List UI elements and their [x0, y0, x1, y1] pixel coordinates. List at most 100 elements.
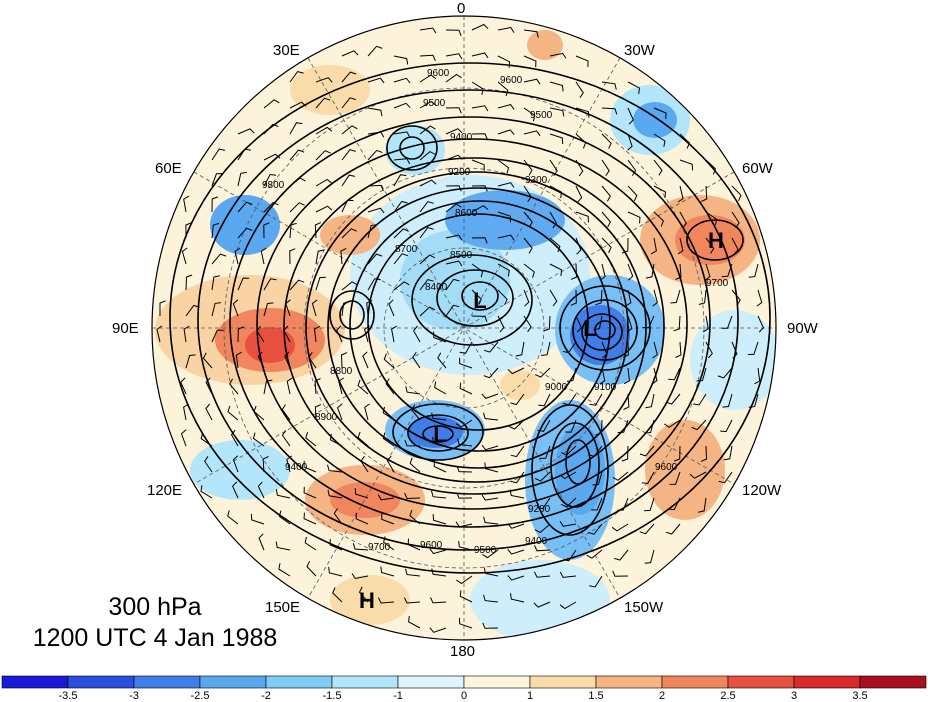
longitude-label-120e: 120E: [147, 482, 183, 499]
wind-barb: [263, 99, 280, 109]
wind-barb: [523, 55, 537, 68]
wind-barb: [315, 77, 333, 83]
wind-barb: [497, 26, 515, 33]
wind-barb: [471, 289, 482, 305]
contour-label: 9600: [500, 75, 523, 86]
colorbar-tick-label: -2.5: [190, 690, 210, 702]
wind-barb: [679, 133, 690, 149]
wind-barb: [599, 263, 606, 281]
wind-barb: [289, 71, 304, 83]
contour-label: 9300: [525, 175, 548, 186]
wind-barb: [419, 306, 436, 317]
wind-barb: [289, 149, 305, 161]
wind-barb: [539, 445, 551, 459]
wind-barb: [575, 55, 589, 67]
wind-barb: [185, 304, 200, 317]
contour-label: 8800: [330, 366, 353, 377]
low-pressure-marker: L: [433, 422, 446, 447]
wind-barb: [445, 154, 463, 161]
wind-barb: [560, 445, 577, 456]
wind-barb: [549, 211, 558, 229]
wind-barb: [205, 377, 213, 395]
wind-barb: [380, 566, 395, 577]
wind-barb: [691, 419, 707, 431]
wind-barb: [433, 331, 447, 343]
wind-barb: [756, 289, 763, 307]
wind-barb: [230, 429, 239, 447]
wind-barb: [263, 153, 281, 161]
wind-barb: [286, 377, 293, 395]
colorbar-tick-label: 3.5: [852, 690, 868, 702]
longitude-label-0: 0: [457, 0, 466, 17]
wind-barb: [204, 456, 213, 473]
wind-barb: [180, 377, 187, 395]
wind-barb: [747, 341, 759, 356]
contour-label: 9200: [448, 167, 471, 178]
wind-barb: [700, 445, 708, 462]
wind-barb: [508, 419, 525, 430]
wind-barb: [311, 299, 318, 317]
contour-label: 8600: [455, 208, 478, 219]
wind-barb: [754, 367, 761, 385]
wind-barb: [722, 393, 733, 408]
wind-barb: [704, 263, 711, 281]
wind-barb: [482, 622, 499, 629]
wind-barb: [588, 523, 603, 535]
wind-barb: [497, 315, 505, 333]
colorbar-tick-label: 2: [658, 690, 666, 702]
wind-barb: [664, 419, 681, 428]
wind-barb: [575, 211, 589, 223]
wind-barb: [352, 543, 369, 551]
wind-barb: [445, 278, 460, 291]
wind-barb: [523, 78, 541, 85]
wind-barb: [340, 352, 348, 369]
wind-barb: [653, 211, 664, 227]
wind-barb: [412, 325, 421, 343]
wind-barb: [232, 299, 239, 317]
colorbar-swatch: [727, 675, 795, 689]
wind-barb: [237, 148, 251, 161]
wind-barb: [575, 81, 584, 98]
wind-barb: [562, 393, 577, 406]
wind-barb: [471, 159, 485, 171]
wind-barb: [329, 433, 343, 447]
wind-barb: [523, 159, 533, 176]
wind-barb: [507, 549, 525, 555]
wind-barb: [315, 276, 326, 291]
wind-barb: [533, 601, 551, 608]
wind-barb: [308, 352, 317, 369]
wind-barb: [650, 237, 657, 255]
wind-barb: [304, 536, 317, 551]
wind-barb: [341, 228, 357, 239]
wind-barb: [431, 568, 447, 577]
wind-barb: [457, 438, 473, 447]
wind-barb: [235, 351, 242, 369]
wind-barb: [386, 455, 395, 473]
wind-barb: [601, 159, 610, 176]
wind-barb: [721, 315, 733, 329]
wind-barb: [289, 222, 297, 239]
wind-barb: [303, 460, 317, 473]
wind-barb: [612, 471, 629, 481]
wind-barb: [429, 548, 447, 555]
wind-barb: [617, 419, 629, 433]
graticule: [152, 16, 776, 640]
wind-barb: [314, 404, 322, 421]
wind-barb: [595, 289, 603, 306]
wind-barb: [675, 341, 682, 358]
wind-barb: [211, 329, 224, 343]
wind-barb: [315, 178, 333, 187]
wind-barb: [705, 341, 713, 359]
wind-barb: [627, 133, 633, 151]
wind-barb: [559, 520, 577, 527]
wind-barb: [305, 432, 317, 447]
wind-barb: [566, 367, 577, 382]
wind-barb: [200, 485, 213, 499]
wind-barb: [549, 159, 558, 176]
wind-barb: [458, 540, 473, 551]
wind-barb: [183, 403, 189, 421]
wind-barb: [617, 497, 629, 511]
wind-barb: [393, 55, 409, 65]
wind-barb: [673, 315, 681, 332]
colorbar-tick-label: 0: [460, 690, 468, 702]
